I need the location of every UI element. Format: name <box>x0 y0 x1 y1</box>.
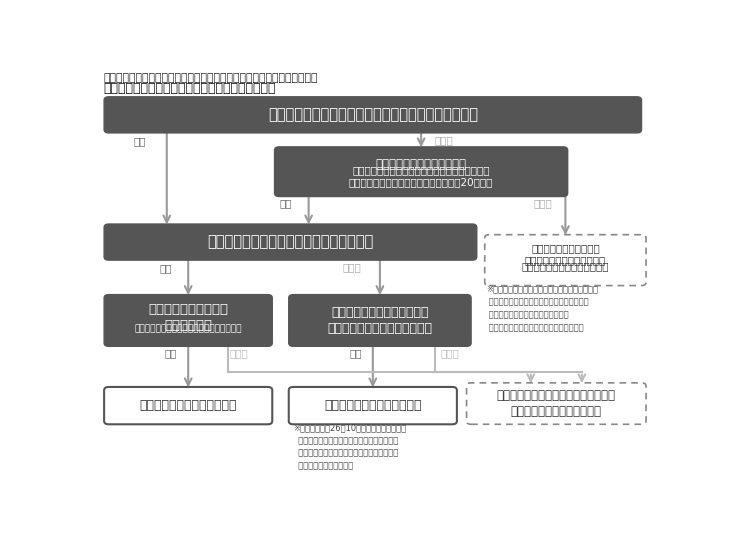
FancyBboxPatch shape <box>104 295 272 346</box>
Text: 必要な雇用保険の加入期間を過ぎると
教育訓練給付が受けられます: 必要な雇用保険の加入期間を過ぎると 教育訓練給付が受けられます <box>497 389 616 418</box>
FancyBboxPatch shape <box>275 147 567 197</box>
FancyBboxPatch shape <box>104 224 476 260</box>
FancyBboxPatch shape <box>104 387 272 424</box>
Text: はい: はい <box>280 198 292 208</box>
FancyBboxPatch shape <box>467 383 646 424</box>
Text: 求職者支援訓練などがあります: 求職者支援訓練などがあります <box>522 261 609 271</box>
FancyBboxPatch shape <box>289 295 471 346</box>
Text: いいえ: いいえ <box>230 348 248 358</box>
Text: 受講開始日時点で、在職中で雇用保険に加入している: 受講開始日時点で、在職中で雇用保険に加入している <box>268 107 478 123</box>
Text: はい: はい <box>165 348 177 358</box>
Text: はい: はい <box>350 348 362 358</box>
Text: いいえ: いいえ <box>441 348 459 358</box>
Text: 前回の受講開始日以降、雇用
保険の加入期間が３年以上ある: 前回の受講開始日以降、雇用 保険の加入期間が３年以上ある <box>328 306 432 335</box>
Text: その他の支援策として、
主に離職中の方を対象とした: その他の支援策として、 主に離職中の方を対象とした <box>525 243 606 265</box>
Text: はい: はい <box>159 263 172 273</box>
Text: ※求職者支援訓練は、離職してから１年以内で、
 教育訓練給付の受給に必要な雇用保険の加入
 期間が不足している方も対象です。
 詳しくはハローワークにご相談くだ: ※求職者支援訓練は、離職してから１年以内で、 教育訓練給付の受給に必要な雇用保険… <box>487 284 598 332</box>
FancyBboxPatch shape <box>104 97 641 133</box>
Text: パート・アルバイトや派遣労働者の方も対象です。: パート・アルバイトや派遣労働者の方も対象です。 <box>103 83 276 95</box>
Text: 専門実践教育訓練を受講する場合は２年以上: 専門実践教育訓練を受講する場合は２年以上 <box>134 324 242 333</box>
Text: 教育訓練給付が受けられます: 教育訓練給付が受けられます <box>139 399 237 412</box>
Text: いいえ: いいえ <box>342 262 361 272</box>
Text: 教育訓練給付が受けられます: 教育訓練給付が受けられます <box>324 399 421 412</box>
Text: 教育訓練給付を受けるには、雇用保険の加入期間などの条件があります。: 教育訓練給付を受けるには、雇用保険の加入期間などの条件があります。 <box>103 74 317 83</box>
Text: 雇用保険の加入期間が
１年以上ある: 雇用保険の加入期間が １年以上ある <box>148 303 228 332</box>
Text: いいえ: いいえ <box>534 198 552 208</box>
Text: 離職してから１年以内である: 離職してから１年以内である <box>375 158 467 171</box>
Text: いいえ: いいえ <box>435 135 453 145</box>
FancyBboxPatch shape <box>485 235 646 286</box>
Text: 妊娠、出産、育児、疾病、負傷などの理由により
適用対象期間の延長を行った場合は最大20年以内: 妊娠、出産、育児、疾病、負傷などの理由により 適用対象期間の延長を行った場合は最… <box>349 165 493 188</box>
Text: 今までに教育訓練給付を受けたことがない: 今までに教育訓練給付を受けたことがない <box>207 235 374 249</box>
Text: はい: はい <box>133 136 146 146</box>
Text: ※ただし、平成26年10月１日以降に教育訓練
  給付の支給を受けている場合、前回の支給日
  から今回の受講開始日までに３年以上経過し
  ている必要がありま: ※ただし、平成26年10月１日以降に教育訓練 給付の支給を受けている場合、前回の… <box>293 423 406 471</box>
FancyBboxPatch shape <box>289 387 457 424</box>
